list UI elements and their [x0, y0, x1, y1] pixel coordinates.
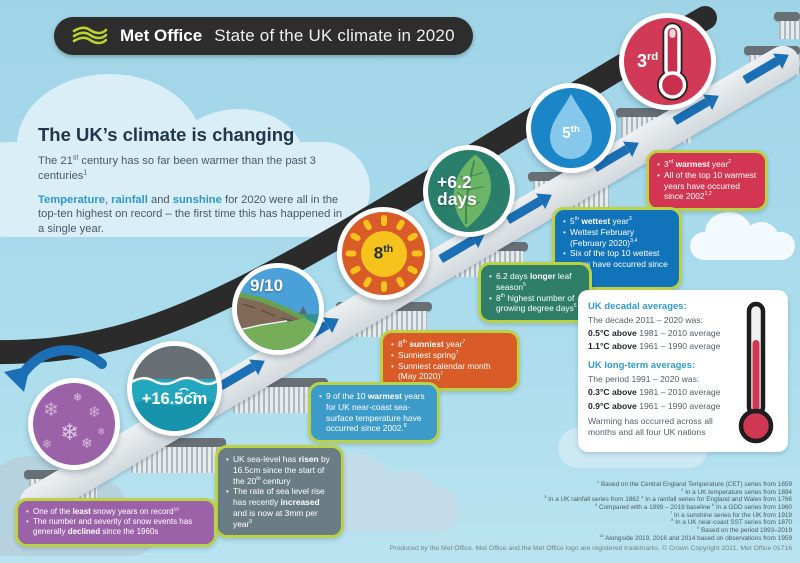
long-term-row-2: 0.9°C above 1961 – 1990 average — [588, 400, 721, 411]
credit-line: Produced by the Met Office. Met Office a… — [389, 545, 792, 552]
snow-circle: ❄ ❄ ❄ ❄ ❄ ❄ ❄ — [28, 378, 120, 470]
callout-line: Sunniest spring7 — [391, 350, 509, 361]
snowflake-icon: ❄ — [73, 392, 83, 404]
long-term-averages-heading: UK long-term averages: — [588, 360, 696, 372]
footnote: 9 Based on the period 1993–2019 — [697, 525, 792, 535]
footnote: 1 Based on the Central England Temperatu… — [597, 478, 792, 488]
snowflake-icon: ❄ — [42, 437, 53, 451]
leaf-value: +6.2 days — [437, 172, 477, 209]
decadal-averages-heading: UK decadal averages: — [588, 301, 687, 312]
cliffs-circle: 9/10 — [232, 263, 324, 355]
coast-cliffs-icon — [237, 268, 319, 350]
callout-line: 6.2 days longer leaf season5 — [489, 271, 581, 293]
callout-line: 8th sunniest year7 — [391, 339, 509, 350]
decadal-row-1: 0.5°C above 1981 – 2010 average — [588, 328, 721, 339]
footnote: 3 In a UK rainfall series from 1862 4 In… — [544, 494, 792, 504]
sun-rank: 8th — [373, 242, 394, 263]
cloud — [0, 73, 370, 237]
thermometer-icon — [738, 301, 774, 444]
callout-line: One of the least snowy years on record10 — [26, 507, 206, 517]
snowflake-icon: ❄ — [81, 435, 93, 451]
page-title: State of the UK climate in 2020 — [214, 26, 455, 45]
callout-line: 3rd warmest year2 — [657, 159, 757, 170]
averages-panel: UK decadal averages: The decade 2011 – 2… — [578, 290, 788, 452]
thermometer-icon — [657, 22, 688, 101]
snowflake-icon: ❄ — [97, 427, 106, 438]
long-term-row-1: 0.3°C above 1981 – 2010 average — [588, 387, 721, 398]
averages-note: Warming has occurred across all months a… — [588, 416, 713, 438]
waves-icon — [132, 346, 217, 431]
raindrop-icon — [550, 94, 592, 159]
decadal-row-2: 1.1°C above 1961 – 1990 average — [588, 341, 721, 352]
intro-block: The UK’s climate is changing The 21st ce… — [38, 124, 346, 246]
callout-line: Sunniest calendar month (May 2020)7 — [391, 361, 509, 383]
footnote: 7 In a sunshine series for the UK from 1… — [670, 509, 792, 519]
met-office-logo-icon — [72, 26, 108, 45]
callout-line: All of the top 10 warmest years have occ… — [657, 170, 757, 202]
sea-level-circle: +16.5cm — [127, 341, 222, 436]
footnote: 8 In a UK near-coast SST series from 187… — [671, 517, 792, 527]
intro-paragraph-2: Temperature, rainfall and sunshine for 2… — [38, 193, 343, 236]
callout-line: The number and severity of snow events h… — [26, 517, 206, 537]
callout-line: The rate of sea level rise has recently … — [226, 486, 333, 529]
brand-name: Met Office — [120, 26, 203, 45]
cloud — [690, 211, 795, 260]
footnote: 2 In a UK temperature series from 1884 — [681, 486, 792, 496]
callout-sea-level: UK sea-level has risen by 16.5cm since t… — [215, 445, 344, 539]
callout-snowy: One of the least snowy years on record10… — [15, 498, 217, 547]
rain-rank: 5th — [562, 123, 580, 142]
snowflake-icon: ❄ — [43, 400, 59, 421]
cliffs-value: 9/10 — [250, 276, 284, 295]
sun-icon — [360, 230, 407, 277]
sun-circle: 8th — [337, 207, 430, 300]
callout-line: 8th highest number of growing degree day… — [489, 293, 581, 315]
long-term-averages-intro: The period 1991 – 2020 was: — [588, 374, 700, 385]
callout-line: Wettest February (February 2020)3,4 — [563, 227, 671, 249]
callout-line: 9 of the 10 warmest years for UK near-co… — [319, 391, 429, 434]
temperature-rank: 3rd — [637, 51, 659, 72]
callout-warmest: 3rd warmest year2 All of the top 10 warm… — [646, 150, 768, 211]
callout-line: UK sea-level has risen by 16.5cm since t… — [226, 454, 333, 486]
decline-arrow-icon — [4, 345, 107, 392]
leaf-circle: +6.2 days — [423, 145, 515, 237]
leaf-icon — [453, 154, 491, 229]
decadal-averages-intro: The decade 2011 – 2020 was: — [588, 315, 703, 325]
intro-heading: The UK’s climate is changing — [38, 124, 295, 145]
intro-paragraph-1: The 21st century has so far been warmer … — [38, 154, 316, 182]
rain-circle: 5th — [526, 83, 616, 173]
footnote: 5 Compared with a 1999 – 2019 baseline 6… — [595, 501, 792, 512]
snowflake-icon: ❄ — [60, 419, 80, 445]
footnote: 10 Alongside 2019, 2016 and 2014 based o… — [599, 532, 792, 542]
callout-sunniest: 8th sunniest year7 Sunniest spring7 Sunn… — [380, 330, 520, 391]
snowflake-icon: ❄ — [88, 404, 101, 421]
header-bar: Met Office State of the UK climate in 20… — [54, 17, 473, 55]
sea-level-value: +16.5cm — [141, 390, 208, 409]
callout-sea-surface: 9 of the 10 warmest years for UK near-co… — [308, 382, 440, 443]
temperature-circle: 3rd — [619, 13, 716, 110]
callout-line: 5th wettest year3 — [563, 216, 671, 227]
footnotes: 1 Based on the Central England Temperatu… — [544, 478, 792, 543]
callout-leaf-season: 6.2 days longer leaf season5 8th highest… — [478, 262, 592, 323]
